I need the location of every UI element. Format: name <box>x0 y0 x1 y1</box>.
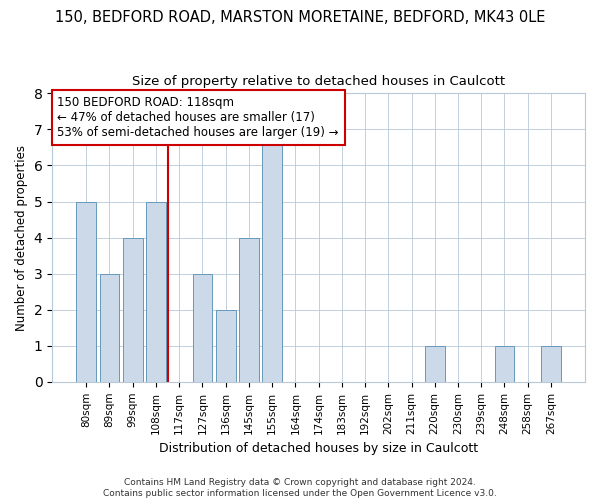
Title: Size of property relative to detached houses in Caulcott: Size of property relative to detached ho… <box>132 75 505 88</box>
Bar <box>76 202 96 382</box>
Bar <box>494 346 514 382</box>
Bar <box>262 130 282 382</box>
Text: Contains HM Land Registry data © Crown copyright and database right 2024.
Contai: Contains HM Land Registry data © Crown c… <box>103 478 497 498</box>
X-axis label: Distribution of detached houses by size in Caulcott: Distribution of detached houses by size … <box>159 442 478 455</box>
Bar <box>425 346 445 382</box>
Bar <box>146 202 166 382</box>
Bar <box>193 274 212 382</box>
Bar <box>100 274 119 382</box>
Text: 150, BEDFORD ROAD, MARSTON MORETAINE, BEDFORD, MK43 0LE: 150, BEDFORD ROAD, MARSTON MORETAINE, BE… <box>55 10 545 25</box>
Text: 150 BEDFORD ROAD: 118sqm
← 47% of detached houses are smaller (17)
53% of semi-d: 150 BEDFORD ROAD: 118sqm ← 47% of detach… <box>58 96 339 139</box>
Bar <box>239 238 259 382</box>
Bar <box>541 346 561 382</box>
Bar <box>123 238 143 382</box>
Bar <box>216 310 236 382</box>
Y-axis label: Number of detached properties: Number of detached properties <box>15 144 28 330</box>
